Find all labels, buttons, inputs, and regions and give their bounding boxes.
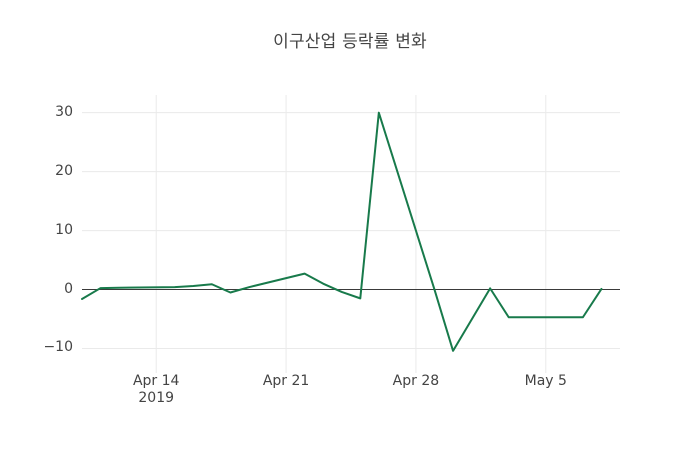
x-axis-tick-label: May 5 xyxy=(486,373,606,389)
y-axis-tick-label: 30 xyxy=(55,103,73,120)
y-axis-tick-label: 0 xyxy=(64,280,73,297)
x-axis-tick-label: Apr 14 2019 xyxy=(96,373,216,406)
x-axis-tick-label-text: Apr 28 xyxy=(392,373,440,389)
chart-title: 이구산업 등락률 변화 xyxy=(273,32,427,52)
data-line-series xyxy=(81,111,603,352)
y-axis-tick-label: 20 xyxy=(55,162,73,179)
y-axis-tick-label: −10 xyxy=(43,339,73,356)
x-axis-tick-label: Apr 28 xyxy=(356,373,476,389)
x-axis-tick-label: Apr 21 xyxy=(226,373,346,389)
y-axis-tick-label: 10 xyxy=(55,221,73,238)
x-axis-tick-label-text: May 5 xyxy=(524,373,567,389)
x-axis-tick-sublabel: 2019 xyxy=(138,390,175,406)
grid-lines xyxy=(82,95,620,373)
x-axis-tick-label-text: Apr 21 xyxy=(262,373,310,389)
x-axis-tick-label-text: Apr 14 xyxy=(132,373,180,389)
